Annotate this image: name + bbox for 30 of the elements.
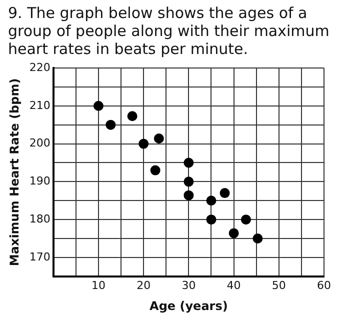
x-tick-label: 60 <box>317 278 331 292</box>
point <box>127 111 138 122</box>
point <box>184 190 194 200</box>
y-axis-title: Maximum Heart Rate (bpm) <box>7 78 22 266</box>
point <box>184 176 194 187</box>
y-tick-label: 180 <box>29 212 50 226</box>
y-tick-label: 170 <box>29 250 50 264</box>
point <box>206 214 216 225</box>
x-tick-label: 50 <box>272 278 286 292</box>
point <box>138 138 149 149</box>
chart-title: 9. The graph below shows the ages of a group of people along with their maximum heart rates in beats per minute. <box>7 3 330 58</box>
point <box>106 120 116 130</box>
y-tick-label: 210 <box>29 98 50 112</box>
point <box>228 228 239 238</box>
point <box>150 165 160 176</box>
x-tick-label: 20 <box>136 278 151 292</box>
x-tick-label: 40 <box>226 278 241 292</box>
point <box>240 214 251 225</box>
point <box>93 100 104 111</box>
y-tick-label: 190 <box>29 174 50 188</box>
point <box>154 133 164 144</box>
point <box>184 158 194 168</box>
x-tick-label: 10 <box>91 278 106 292</box>
y-tick-label: 220 <box>29 60 50 74</box>
point <box>206 196 216 206</box>
x-axis-title: Age (years) <box>150 298 228 313</box>
point <box>252 234 263 244</box>
y-tick-label: 200 <box>29 136 50 150</box>
x-tick-label: 30 <box>182 278 196 292</box>
point <box>220 188 230 198</box>
